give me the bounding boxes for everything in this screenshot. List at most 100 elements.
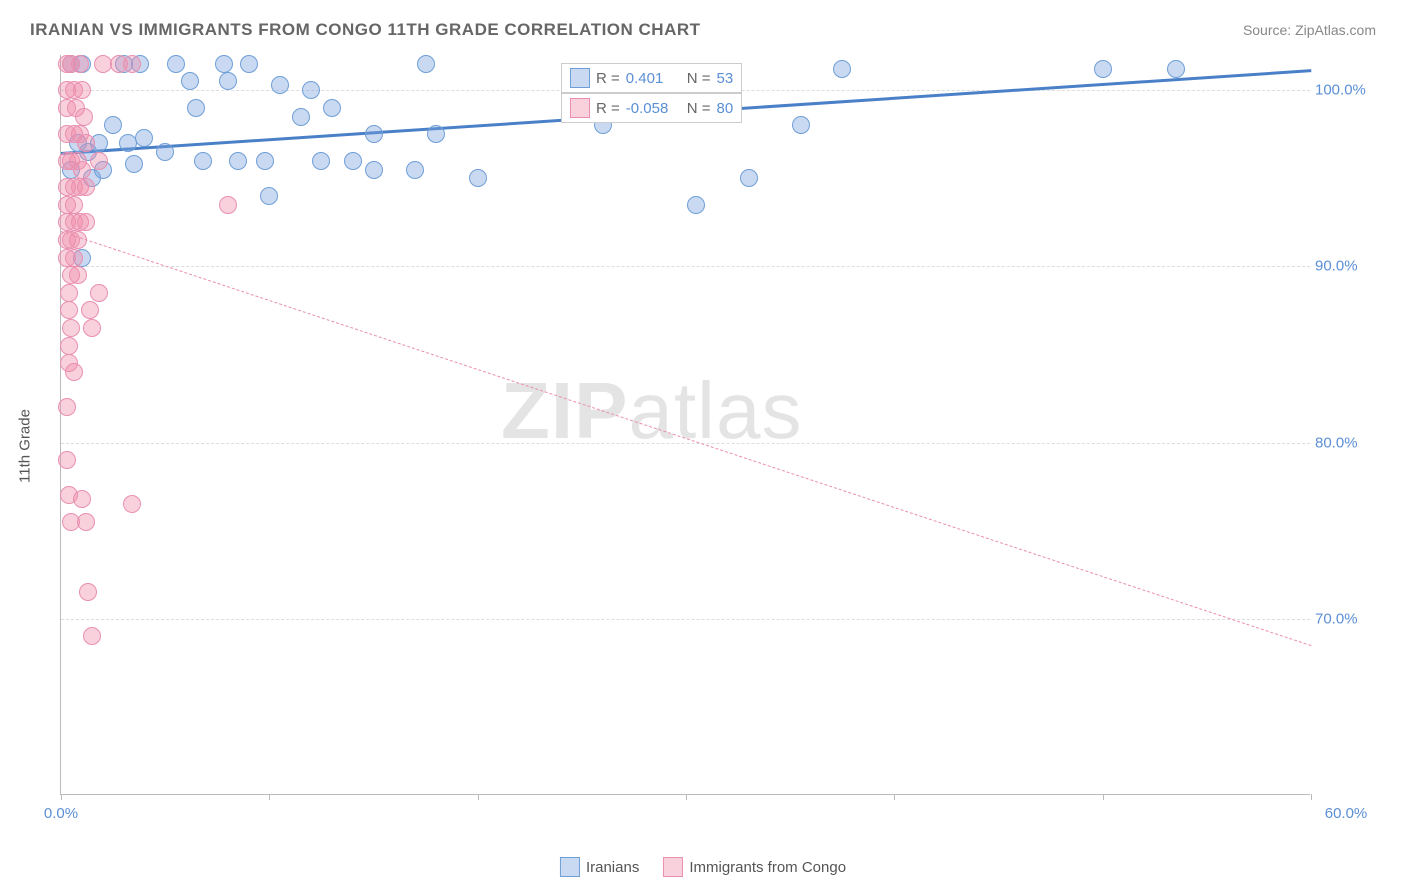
data-point [417, 55, 435, 73]
stats-r-label: R = [596, 70, 620, 87]
data-point [406, 161, 424, 179]
data-point [90, 284, 108, 302]
data-point [81, 301, 99, 319]
data-point [302, 81, 320, 99]
legend-item-iranians: Iranians [560, 857, 639, 877]
data-point [365, 125, 383, 143]
data-point [271, 76, 289, 94]
x-tick [1103, 794, 1104, 800]
x-tick [269, 794, 270, 800]
data-point [77, 178, 95, 196]
data-point [65, 196, 83, 214]
data-point [123, 495, 141, 513]
y-tick-label: 90.0% [1315, 258, 1370, 275]
data-point [60, 337, 78, 355]
data-point [73, 490, 91, 508]
x-tick [894, 794, 895, 800]
data-point [69, 231, 87, 249]
data-point [260, 187, 278, 205]
scatter-plot: ZIPatlas 70.0%80.0%90.0%100.0%0.0%60.0%R… [60, 55, 1310, 795]
stats-r-value: -0.058 [626, 100, 681, 117]
source-label: Source: ZipAtlas.com [1243, 22, 1376, 38]
stats-n-value: 53 [717, 70, 734, 87]
data-point [215, 55, 233, 73]
data-point [687, 196, 705, 214]
gridline [61, 443, 1310, 444]
data-point [833, 60, 851, 78]
x-tick-label: 60.0% [1325, 805, 1368, 822]
x-tick [686, 794, 687, 800]
legend-item-congo: Immigrants from Congo [663, 857, 846, 877]
data-point [229, 152, 247, 170]
stats-legend-row: R = -0.058 N = 80 [561, 93, 742, 123]
x-tick [478, 794, 479, 800]
stats-swatch [570, 68, 590, 88]
data-point [1094, 60, 1112, 78]
data-point [156, 143, 174, 161]
data-point [79, 583, 97, 601]
data-point [1167, 60, 1185, 78]
data-point [323, 99, 341, 117]
data-point [119, 134, 137, 152]
x-tick [61, 794, 62, 800]
data-point [740, 169, 758, 187]
legend-label-congo: Immigrants from Congo [689, 859, 846, 876]
data-point [90, 152, 108, 170]
data-point [256, 152, 274, 170]
data-point [60, 301, 78, 319]
stats-n-value: 80 [717, 100, 734, 117]
data-point [125, 155, 143, 173]
data-point [219, 72, 237, 90]
data-point [65, 363, 83, 381]
data-point [292, 108, 310, 126]
data-point [427, 125, 445, 143]
data-point [104, 116, 122, 134]
data-point [181, 72, 199, 90]
data-point [792, 116, 810, 134]
data-point [219, 196, 237, 214]
data-point [83, 627, 101, 645]
data-point [77, 213, 95, 231]
gridline [61, 619, 1310, 620]
title-bar: IRANIAN VS IMMIGRANTS FROM CONGO 11TH GR… [30, 20, 1376, 40]
data-point [167, 55, 185, 73]
stats-n-label: N = [687, 70, 711, 87]
x-tick-label: 0.0% [44, 805, 78, 822]
data-point [71, 55, 89, 73]
data-point [194, 152, 212, 170]
legend-swatch-iranians [560, 857, 580, 877]
data-point [58, 398, 76, 416]
regression-line [61, 231, 1311, 646]
data-point [73, 161, 91, 179]
data-point [75, 108, 93, 126]
data-point [83, 319, 101, 337]
y-axis-title: 11th Grade [17, 409, 34, 483]
data-point [312, 152, 330, 170]
stats-legend-row: R = 0.401N = 53 [561, 63, 742, 93]
data-point [187, 99, 205, 117]
stats-n-label: N = [687, 100, 711, 117]
data-point [94, 55, 112, 73]
data-point [123, 55, 141, 73]
y-tick-label: 70.0% [1315, 610, 1370, 627]
chart-title: IRANIAN VS IMMIGRANTS FROM CONGO 11TH GR… [30, 20, 701, 40]
data-point [135, 129, 153, 147]
stats-r-label: R = [596, 100, 620, 117]
legend-label-iranians: Iranians [586, 859, 639, 876]
data-point [65, 249, 83, 267]
x-tick [1311, 794, 1312, 800]
data-point [469, 169, 487, 187]
data-point [365, 161, 383, 179]
data-point [240, 55, 258, 73]
data-point [77, 513, 95, 531]
legend-swatch-congo [663, 857, 683, 877]
series-legend: Iranians Immigrants from Congo [560, 857, 846, 877]
data-point [60, 284, 78, 302]
data-point [62, 319, 80, 337]
y-tick-label: 80.0% [1315, 434, 1370, 451]
data-point [73, 81, 91, 99]
stats-swatch [570, 98, 590, 118]
data-point [77, 134, 95, 152]
y-tick-label: 100.0% [1315, 82, 1370, 99]
gridline [61, 266, 1310, 267]
